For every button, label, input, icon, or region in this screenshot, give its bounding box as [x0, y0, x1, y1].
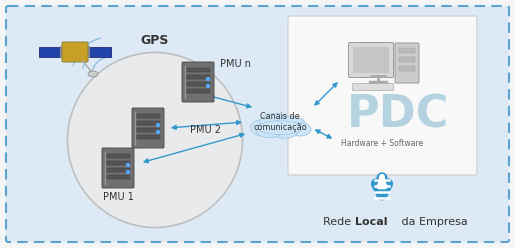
FancyBboxPatch shape	[106, 161, 130, 165]
FancyBboxPatch shape	[395, 43, 419, 83]
Text: PMU 2: PMU 2	[190, 125, 221, 135]
Ellipse shape	[271, 125, 298, 138]
FancyBboxPatch shape	[186, 82, 210, 86]
FancyBboxPatch shape	[132, 108, 164, 148]
FancyBboxPatch shape	[106, 168, 130, 172]
FancyBboxPatch shape	[349, 42, 393, 77]
Text: Canais de
comunicação: Canais de comunicação	[253, 112, 307, 132]
FancyBboxPatch shape	[136, 121, 160, 125]
FancyBboxPatch shape	[6, 6, 509, 242]
Ellipse shape	[256, 125, 282, 138]
FancyBboxPatch shape	[136, 135, 160, 139]
Text: Local: Local	[355, 217, 387, 227]
FancyBboxPatch shape	[102, 148, 134, 188]
FancyBboxPatch shape	[352, 84, 393, 91]
FancyBboxPatch shape	[136, 114, 160, 118]
Circle shape	[207, 85, 210, 88]
FancyBboxPatch shape	[186, 68, 210, 72]
FancyBboxPatch shape	[136, 128, 160, 132]
Ellipse shape	[250, 120, 277, 136]
Text: PMU n: PMU n	[220, 59, 251, 69]
FancyBboxPatch shape	[353, 47, 389, 73]
Ellipse shape	[260, 113, 291, 131]
FancyBboxPatch shape	[399, 66, 415, 71]
Ellipse shape	[288, 123, 311, 136]
FancyBboxPatch shape	[399, 57, 415, 62]
FancyBboxPatch shape	[62, 42, 88, 62]
Ellipse shape	[88, 71, 98, 77]
FancyBboxPatch shape	[106, 154, 130, 158]
FancyBboxPatch shape	[288, 16, 477, 175]
FancyBboxPatch shape	[182, 62, 214, 102]
FancyBboxPatch shape	[186, 75, 210, 79]
FancyBboxPatch shape	[89, 47, 111, 57]
Ellipse shape	[258, 121, 302, 135]
FancyBboxPatch shape	[106, 175, 130, 179]
Ellipse shape	[277, 116, 305, 132]
Text: PDC: PDC	[347, 93, 449, 136]
Text: Hardware + Software: Hardware + Software	[341, 138, 423, 148]
FancyBboxPatch shape	[39, 47, 61, 57]
Text: PMU 1: PMU 1	[102, 192, 133, 202]
Circle shape	[207, 77, 210, 81]
Text: da Empresa: da Empresa	[398, 217, 468, 227]
Circle shape	[157, 130, 160, 133]
Circle shape	[157, 124, 160, 126]
Ellipse shape	[67, 53, 243, 227]
FancyBboxPatch shape	[186, 89, 210, 93]
FancyBboxPatch shape	[399, 48, 415, 53]
Text: GPS: GPS	[141, 33, 169, 47]
Text: Rede: Rede	[323, 217, 355, 227]
Circle shape	[127, 163, 129, 166]
Circle shape	[127, 171, 129, 174]
